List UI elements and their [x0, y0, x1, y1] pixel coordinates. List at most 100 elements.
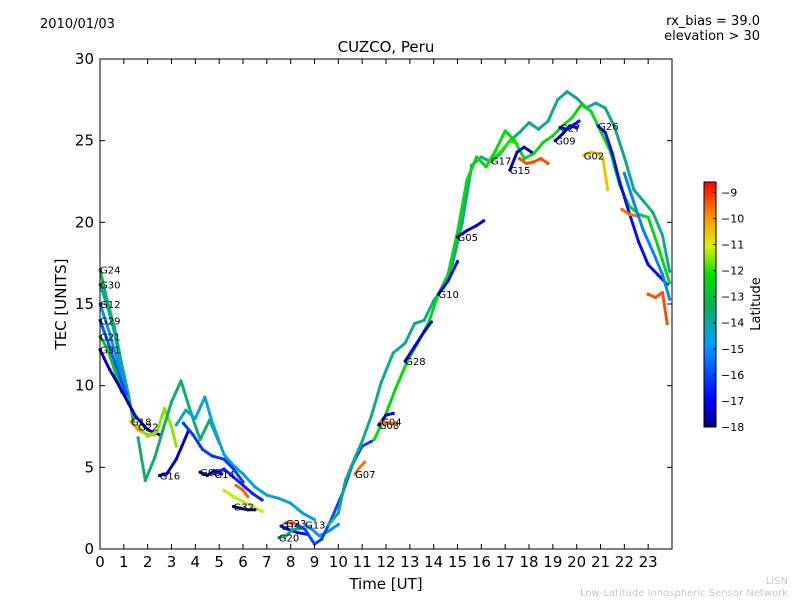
data-point [646, 292, 650, 296]
colorbar [703, 181, 717, 428]
series-G06: G06 [198, 468, 224, 479]
data-point [153, 455, 157, 460]
data-point [320, 537, 324, 541]
data-point [622, 155, 626, 159]
data-point [289, 501, 293, 505]
data-point [203, 395, 207, 399]
data-point [129, 420, 133, 424]
data-point [429, 320, 433, 324]
data-point [668, 297, 672, 301]
data-point [107, 367, 112, 371]
data-point [246, 495, 250, 499]
series-G15: G15 [508, 145, 534, 177]
series-label: G21 [100, 333, 120, 344]
data-point [536, 127, 541, 131]
data-point [393, 421, 398, 425]
data-point [596, 124, 600, 128]
data-point [391, 351, 395, 355]
data-point [279, 524, 283, 528]
data-point [260, 509, 264, 513]
series-label: G09 [555, 137, 575, 148]
series-label: G28 [405, 357, 425, 368]
series-unlabeled-32 [517, 157, 550, 166]
colorbar-tick-label: −14 [721, 317, 744, 330]
series-G14: G14 [212, 467, 264, 502]
colorbar-tick-label: −13 [721, 291, 744, 304]
data-point [198, 470, 202, 474]
data-point [575, 96, 579, 100]
data-point [112, 330, 116, 334]
x-tick-label: 13 [400, 553, 419, 571]
data-point [360, 439, 364, 443]
data-point [565, 127, 569, 131]
data-point [455, 230, 460, 234]
data-point [503, 129, 507, 133]
data-point [546, 119, 550, 123]
data-point [181, 421, 185, 425]
series-label: G31 [100, 346, 120, 357]
series-unlabeled-39 [622, 171, 672, 301]
data-point [446, 279, 450, 283]
series-G27: G27 [558, 119, 581, 135]
data-point [527, 121, 531, 125]
data-point [379, 380, 383, 384]
data-point [422, 318, 426, 322]
data-point [155, 429, 159, 433]
series-label: G17 [491, 156, 511, 167]
data-point [353, 472, 357, 476]
elevation-label: elevation > 30 [664, 29, 760, 44]
series-unlabeled-23 [372, 103, 672, 442]
data-point [303, 522, 307, 527]
series-label: G23 [286, 519, 306, 530]
data-point [541, 140, 545, 144]
data-point [465, 178, 469, 182]
data-point [384, 413, 388, 417]
data-point [641, 228, 646, 233]
series-trace [508, 145, 533, 172]
series-label: G04 [381, 418, 401, 429]
data-point [291, 527, 295, 532]
data-point [174, 423, 178, 427]
footer-lisn: LISN [765, 576, 788, 587]
x-tick-label: 6 [238, 553, 248, 571]
data-point [277, 496, 281, 500]
data-point [158, 473, 162, 478]
data-point [603, 130, 607, 135]
data-point [246, 508, 250, 512]
x-tick-label: 17 [496, 553, 515, 571]
data-point [570, 116, 574, 120]
series-trace [232, 505, 257, 512]
data-point [358, 465, 362, 469]
data-point [119, 380, 124, 384]
data-point [546, 161, 550, 166]
data-point [656, 273, 660, 277]
data-point [198, 438, 202, 442]
data-point [653, 295, 657, 300]
data-point [136, 424, 140, 429]
data-point [220, 472, 224, 476]
data-point [517, 157, 522, 161]
data-point [336, 522, 340, 527]
series-trace [372, 103, 672, 442]
data-point [641, 199, 646, 203]
data-point [312, 518, 317, 522]
data-point [620, 207, 624, 211]
data-point [422, 330, 426, 334]
data-point [174, 457, 178, 461]
data-point [174, 444, 178, 448]
data-point [353, 455, 357, 460]
data-point [250, 491, 255, 496]
series-label: G14 [214, 470, 234, 481]
series-label: G15 [510, 166, 530, 177]
data-point [575, 126, 579, 130]
series-G02: G02 [582, 150, 610, 192]
series-label: G12 [100, 300, 120, 311]
data-point [241, 483, 245, 487]
series-unlabeled-38 [646, 291, 669, 326]
data-point [525, 161, 529, 166]
x-tick-label: 10 [329, 553, 348, 571]
y-axis-label: TEC [UNITS] [52, 259, 70, 351]
data-point [553, 139, 557, 143]
data-point [551, 134, 555, 138]
